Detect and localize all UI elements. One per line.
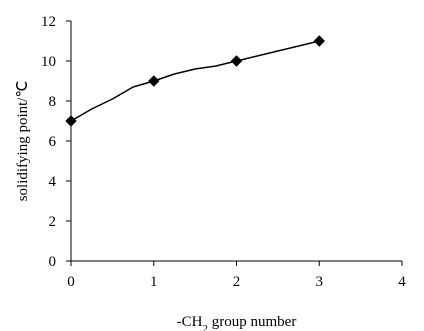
x-axis-label-subscript: 2 (203, 323, 209, 331)
series-line (70, 40, 320, 122)
y-tick-label: 4 (49, 174, 57, 190)
y-tick-label: 6 (49, 134, 57, 150)
data-point-marker (148, 75, 160, 87)
y-tick-label: 2 (49, 214, 57, 230)
y-tick-label: 8 (49, 94, 57, 110)
x-axis-label-part: group number (208, 314, 296, 330)
x-axis-ticks: 0 1 2 3 4 (67, 261, 406, 290)
y-tick-label: 10 (41, 54, 56, 70)
y-tick-label: 12 (41, 14, 56, 30)
data-point-marker (313, 35, 326, 47)
data-point-marker (65, 115, 77, 127)
x-tick-label: 1 (150, 274, 158, 290)
x-axis-label-part: -CH (177, 314, 203, 330)
x-tick-label: 4 (398, 274, 406, 290)
y-tick-label: 0 (49, 254, 57, 270)
x-tick-label: 0 (67, 274, 75, 290)
data-point-marker (230, 55, 243, 67)
y-axis-label: solidifying point/℃ (15, 81, 31, 202)
series-layer (65, 35, 326, 127)
y-axis-ticks: 0 2 4 6 8 10 12 (41, 14, 71, 270)
x-axis-label: -CH2 group number (177, 314, 297, 331)
x-tick-label: 3 (316, 274, 324, 290)
x-tick-label: 2 (233, 274, 241, 290)
